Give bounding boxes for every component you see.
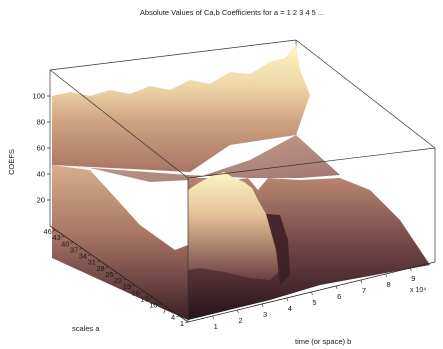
y-tick-label: 40 xyxy=(61,239,69,248)
y-tick-mark xyxy=(61,235,65,238)
x-tick-mark xyxy=(237,309,239,314)
front-top-left-edge xyxy=(49,69,189,179)
surface-back-wall xyxy=(52,44,310,172)
x-tick-mark xyxy=(286,297,289,302)
x-axis-ticks: 1 2 3 4 5 6 7 8 9 xyxy=(212,267,415,331)
x-tick-label: 6 xyxy=(337,292,341,301)
box-front-edges xyxy=(49,39,436,322)
surface-left-slope xyxy=(52,165,188,320)
surface-peak xyxy=(188,172,280,280)
y-tick-label: 10 xyxy=(149,301,157,310)
x-tick-mark xyxy=(360,279,363,284)
chart-title: Absolute Values of Ca,b Coefficients for… xyxy=(140,8,324,17)
y-tick-mark xyxy=(52,229,56,232)
z-axis-label: COEFS xyxy=(7,149,16,175)
z-tick-label: 60 xyxy=(37,144,45,153)
x-tick-mark xyxy=(335,285,338,290)
y-tick-label: 7 xyxy=(162,307,166,316)
y-tick-label: 4 xyxy=(171,313,175,322)
x-tick-label: 4 xyxy=(288,304,292,313)
front-top-right-edge xyxy=(187,147,436,179)
y-tick-mark xyxy=(114,272,118,275)
y-tick-mark xyxy=(96,260,101,263)
surface xyxy=(52,44,430,320)
y-tick-label: 28 xyxy=(96,264,104,273)
y-tick-mark xyxy=(158,303,162,305)
y-tick-label: 13 xyxy=(140,294,148,303)
z-tick-label: 40 xyxy=(37,170,45,179)
front-right-top-edge xyxy=(295,39,436,149)
x-tick-label: 3 xyxy=(263,310,267,319)
y-tick-label: 19 xyxy=(123,282,131,291)
y-tick-mark xyxy=(123,278,127,281)
y-tick-label: 16 xyxy=(132,288,140,297)
y-tick-mark xyxy=(140,291,145,293)
x-axis-multiplier: x 10⁴ xyxy=(410,287,426,294)
y-tick-label: 37 xyxy=(70,245,78,254)
surface-top-plane xyxy=(52,135,340,182)
y-tick-mark xyxy=(132,284,136,287)
x-tick-mark xyxy=(212,315,214,320)
back-top-edge xyxy=(49,39,297,71)
x-tick-label: 1 xyxy=(214,322,218,331)
y-tick-mark xyxy=(176,315,180,318)
y-tick-mark xyxy=(79,248,83,250)
y-tick-label: 25 xyxy=(105,270,113,279)
y-tick-mark xyxy=(70,242,74,244)
y-tick-mark xyxy=(88,254,92,256)
y-tick-label: 31 xyxy=(88,258,96,267)
z-tick-label: 80 xyxy=(37,118,45,127)
z-axis-ticks: 20 40 60 80 100 xyxy=(32,92,50,205)
x-tick-mark xyxy=(311,291,313,296)
x-tick-label: 7 xyxy=(362,286,366,295)
surface-dark-trough xyxy=(266,214,290,285)
y-tick-mark xyxy=(149,297,153,299)
y-tick-label: 43 xyxy=(52,233,60,242)
x-tick-mark xyxy=(410,267,412,272)
y-tick-label: 22 xyxy=(114,276,122,285)
z-tick-label: 20 xyxy=(37,196,45,205)
x-tick-label: 2 xyxy=(238,316,242,325)
x-tick-label: 9 xyxy=(411,274,415,283)
x-tick-label: 5 xyxy=(312,298,316,307)
x-tick-mark xyxy=(261,303,264,308)
y-tick-mark xyxy=(184,321,189,324)
y-tick-mark xyxy=(167,309,171,312)
x-tick-mark xyxy=(385,273,387,278)
y-axis-label: scales a xyxy=(72,324,100,333)
x-axis-label: time (or space) b xyxy=(295,337,351,346)
y-tick-label: 46 xyxy=(44,227,52,236)
x-tick-label: 8 xyxy=(387,280,391,289)
z-tick-label: 100 xyxy=(32,92,45,101)
y-axis-line xyxy=(49,225,189,323)
y-tick-label: 34 xyxy=(79,252,87,261)
y-tick-label: 1 xyxy=(180,319,184,328)
y-tick-mark xyxy=(105,266,109,269)
